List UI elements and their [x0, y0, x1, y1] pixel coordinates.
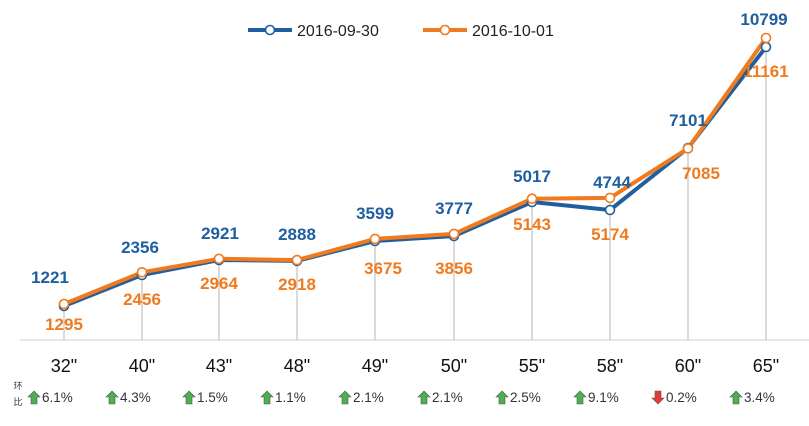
arrow-up-icon [417, 390, 431, 405]
tick-label: 55" [519, 356, 545, 376]
data-point [213, 253, 225, 265]
value-label-a: 3599 [356, 204, 394, 223]
change-value: 0.2% [666, 390, 697, 405]
drop-lines [63, 38, 767, 340]
value-label-b: 2918 [278, 275, 316, 294]
tick-label: 60" [675, 356, 701, 376]
value-label-a: 2921 [201, 224, 239, 243]
change-row: 6.1% 4.3% 1.5% 1.1% 2.1% 2.1% 2.5% 9.1% 0.2% 3.4% [27, 390, 775, 405]
value-label-b: 2964 [200, 274, 238, 293]
data-point [136, 266, 148, 278]
change-value: 9.1% [588, 390, 619, 405]
data-point [604, 192, 616, 204]
tick-label: 65" [753, 356, 779, 376]
arrow-up-icon [105, 390, 119, 405]
tick-label: 49" [362, 356, 388, 376]
series-lines [62, 36, 768, 308]
data-point [58, 298, 70, 310]
tick-label: 58" [597, 356, 623, 376]
data-point [760, 41, 772, 53]
value-labels: 1221 1295 2356 2456 2921 2964 2888 2918 3599 3675… [31, 10, 789, 334]
change-value: 2.1% [432, 390, 463, 405]
arrow-up-icon [573, 390, 587, 405]
value-label-b: 3856 [435, 259, 473, 278]
value-label-a: 4744 [593, 173, 631, 192]
tick-label: 43" [206, 356, 232, 376]
change-value: 1.5% [197, 390, 228, 405]
tick-label: 32" [51, 356, 77, 376]
arrow-up-icon [27, 390, 41, 405]
arrow-down-icon [651, 390, 665, 405]
change-value: 2.5% [510, 390, 541, 405]
arrow-up-icon [338, 390, 352, 405]
data-point [526, 193, 538, 204]
change-row-label: 环比 [13, 381, 22, 408]
change-value: 2.1% [353, 390, 384, 405]
value-label-b: 3675 [364, 259, 402, 278]
data-point [448, 228, 460, 240]
tick-label: 48" [284, 356, 310, 376]
value-label-b: 2456 [123, 290, 161, 309]
value-label-b: 5143 [513, 215, 551, 234]
legend-label: 2016-09-30 [297, 23, 379, 40]
change-value: 6.1% [42, 390, 73, 405]
legend: 2016-09-30 2016-10-01 [248, 23, 554, 40]
legend-swatch-marker [264, 24, 276, 36]
tick-label: 50" [441, 356, 467, 376]
arrow-up-icon [182, 390, 196, 405]
data-point [369, 233, 381, 245]
value-label-b: 7085 [682, 164, 720, 183]
value-label-a: 3777 [435, 199, 473, 218]
category-labels: 32" 40" 43" 48" 49" 50" 55" 58" 60" 65" [51, 356, 779, 376]
legend-label: 2016-10-01 [472, 23, 554, 40]
value-label-b: 1295 [45, 315, 83, 334]
change-row-label-char: 环 [13, 381, 22, 392]
data-point [604, 204, 616, 216]
data-point [682, 143, 694, 154]
change-value: 1.1% [275, 390, 306, 405]
tick-label: 40" [129, 356, 155, 376]
value-label-a: 7101 [669, 111, 707, 130]
change-row-label-char: 比 [13, 396, 22, 408]
series-line [62, 36, 768, 306]
arrow-up-icon [729, 390, 743, 405]
change-value: 3.4% [744, 390, 775, 405]
data-point [760, 32, 772, 44]
value-label-a: 1221 [31, 268, 69, 287]
change-value: 4.3% [120, 390, 151, 405]
value-label-a: 2356 [121, 238, 159, 257]
legend-swatch-marker [439, 24, 451, 36]
value-label-b: 11161 [743, 62, 788, 81]
value-label-a: 5017 [513, 167, 551, 186]
data-point [291, 254, 303, 266]
arrow-up-icon [495, 390, 509, 405]
value-label-a: 2888 [278, 225, 316, 244]
arrow-up-icon [260, 390, 274, 405]
value-label-a: 10799 [740, 10, 787, 29]
value-label-b: 5174 [591, 225, 629, 244]
markers [58, 32, 772, 312]
